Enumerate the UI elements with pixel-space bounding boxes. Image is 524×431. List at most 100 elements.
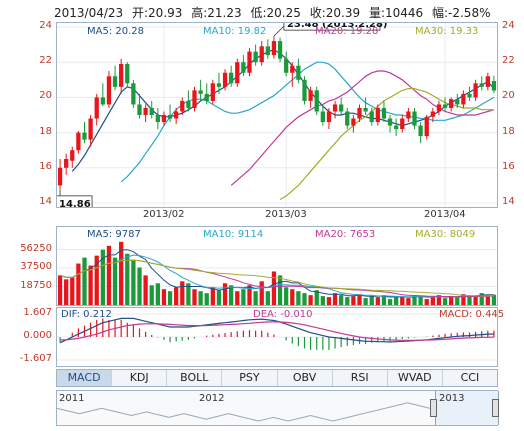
volume-bar bbox=[418, 296, 423, 305]
price-y-tick: 14 bbox=[39, 196, 52, 207]
volume-bar bbox=[131, 259, 136, 305]
candle-body bbox=[247, 51, 252, 73]
candle-body bbox=[100, 97, 105, 105]
candle-body bbox=[161, 115, 167, 123]
tab-psy[interactable]: PSY bbox=[222, 370, 278, 386]
candle-body bbox=[461, 93, 466, 105]
quote-volume: 量:10446 bbox=[368, 6, 424, 20]
volume-bar bbox=[167, 291, 173, 305]
tab-cci[interactable]: CCI bbox=[460, 371, 480, 384]
range-navigator[interactable]: 2011 2012 2013 bbox=[56, 390, 499, 426]
volume-bar bbox=[143, 275, 148, 305]
volume-bar bbox=[479, 293, 484, 305]
volume-bar bbox=[247, 285, 252, 305]
navigator-year-2013: 2013 bbox=[439, 393, 465, 404]
candle-body bbox=[186, 100, 191, 108]
quote-low: 低:20.25 bbox=[250, 6, 301, 20]
volume-bar bbox=[259, 281, 264, 305]
volume-bar bbox=[363, 298, 368, 305]
candle-body bbox=[479, 83, 484, 87]
macd-dea-label: DEA: -0.010 bbox=[253, 309, 313, 320]
candle-body bbox=[241, 62, 246, 73]
volume-bar bbox=[375, 297, 380, 305]
candle-body bbox=[88, 118, 93, 140]
candle-body bbox=[412, 111, 417, 126]
price-y-tick-right: 24 bbox=[502, 20, 515, 31]
candle-body bbox=[473, 83, 478, 98]
price-annotation: 23.48 (2013.2.28) bbox=[273, 23, 388, 37]
price-y-tick: 24 bbox=[39, 20, 52, 31]
price-x-tick: 2013/03 bbox=[265, 209, 307, 220]
volume-bar bbox=[198, 291, 203, 305]
volume-bar bbox=[430, 297, 435, 305]
candle-body bbox=[332, 104, 338, 112]
volume-bar bbox=[314, 290, 319, 305]
macd-dif-label: DIF: 0.212 bbox=[61, 309, 112, 320]
tab-boll[interactable]: BOLL bbox=[167, 370, 223, 386]
price-ma30-line bbox=[279, 87, 494, 201]
volume-bar bbox=[449, 296, 454, 305]
candle-body bbox=[106, 76, 112, 105]
volume-bar bbox=[210, 287, 215, 305]
price-y-tick-right: 14 bbox=[502, 196, 515, 207]
volume-bar bbox=[174, 287, 179, 305]
candle-body bbox=[449, 99, 454, 108]
price-y-tick-right: 16 bbox=[502, 160, 515, 172]
navigator-left-handle[interactable] bbox=[430, 399, 437, 417]
volume-bar bbox=[357, 294, 362, 305]
candle-body bbox=[174, 111, 179, 119]
volume-bar bbox=[369, 296, 374, 305]
tab-macd[interactable]: MACD bbox=[57, 370, 113, 386]
volume-bar bbox=[308, 295, 313, 305]
candle-body bbox=[125, 63, 130, 84]
volume-bar bbox=[296, 291, 301, 305]
navigator-chart bbox=[57, 400, 497, 422]
volume-bar bbox=[235, 291, 240, 305]
volume-bar bbox=[204, 293, 209, 305]
volume-bar bbox=[64, 279, 69, 305]
volume-bar bbox=[70, 277, 75, 305]
volume-bar bbox=[76, 263, 81, 305]
candle-body bbox=[491, 81, 497, 91]
volume-bar bbox=[57, 275, 63, 305]
candle-body bbox=[265, 46, 270, 56]
tab-kdj[interactable]: KDJ bbox=[112, 370, 168, 386]
volume-y-tick: 18750 bbox=[20, 279, 52, 291]
candle-body bbox=[259, 46, 264, 63]
volume-bar bbox=[161, 289, 167, 305]
annotation-text: 23.48 (2013.2.28) bbox=[287, 23, 388, 30]
volume-chart bbox=[57, 241, 497, 305]
quote-change: 幅:-2.58% bbox=[431, 6, 491, 20]
candle-body bbox=[442, 104, 448, 108]
volume-bar bbox=[119, 241, 124, 305]
volume-bar bbox=[491, 294, 497, 305]
volume-bar bbox=[290, 289, 295, 305]
volume-bar bbox=[137, 267, 142, 305]
candle-body bbox=[216, 83, 222, 87]
candle-body bbox=[222, 72, 228, 87]
candle-body bbox=[180, 100, 185, 112]
candle-body bbox=[137, 104, 142, 115]
price-ma30-label: MA30: 19.33 bbox=[415, 26, 479, 37]
tab-rsi[interactable]: RSI bbox=[333, 370, 388, 386]
tab-wvad[interactable]: WVAD bbox=[388, 370, 443, 386]
navigator-right-handle[interactable] bbox=[492, 399, 499, 417]
candle-body bbox=[455, 99, 460, 105]
annotation-box bbox=[283, 23, 381, 31]
price-ma20-line bbox=[230, 70, 495, 186]
candle-body bbox=[485, 76, 490, 87]
volume-bar bbox=[485, 295, 490, 305]
price-y-tick: 20 bbox=[39, 90, 52, 102]
volume-bar bbox=[412, 295, 417, 305]
tab-obv[interactable]: OBV bbox=[278, 370, 333, 386]
price-y-tick-right: 20 bbox=[502, 90, 515, 102]
volume-ma10-label: MA10: 9114 bbox=[203, 229, 264, 240]
volume-bar bbox=[406, 298, 411, 305]
volume-bar bbox=[271, 271, 277, 305]
volume-bar bbox=[302, 293, 307, 305]
volume-ma30-label: MA30: 8049 bbox=[415, 229, 476, 240]
volume-bar bbox=[149, 285, 154, 305]
volume-bar bbox=[94, 255, 99, 305]
candle-body bbox=[320, 111, 325, 123]
